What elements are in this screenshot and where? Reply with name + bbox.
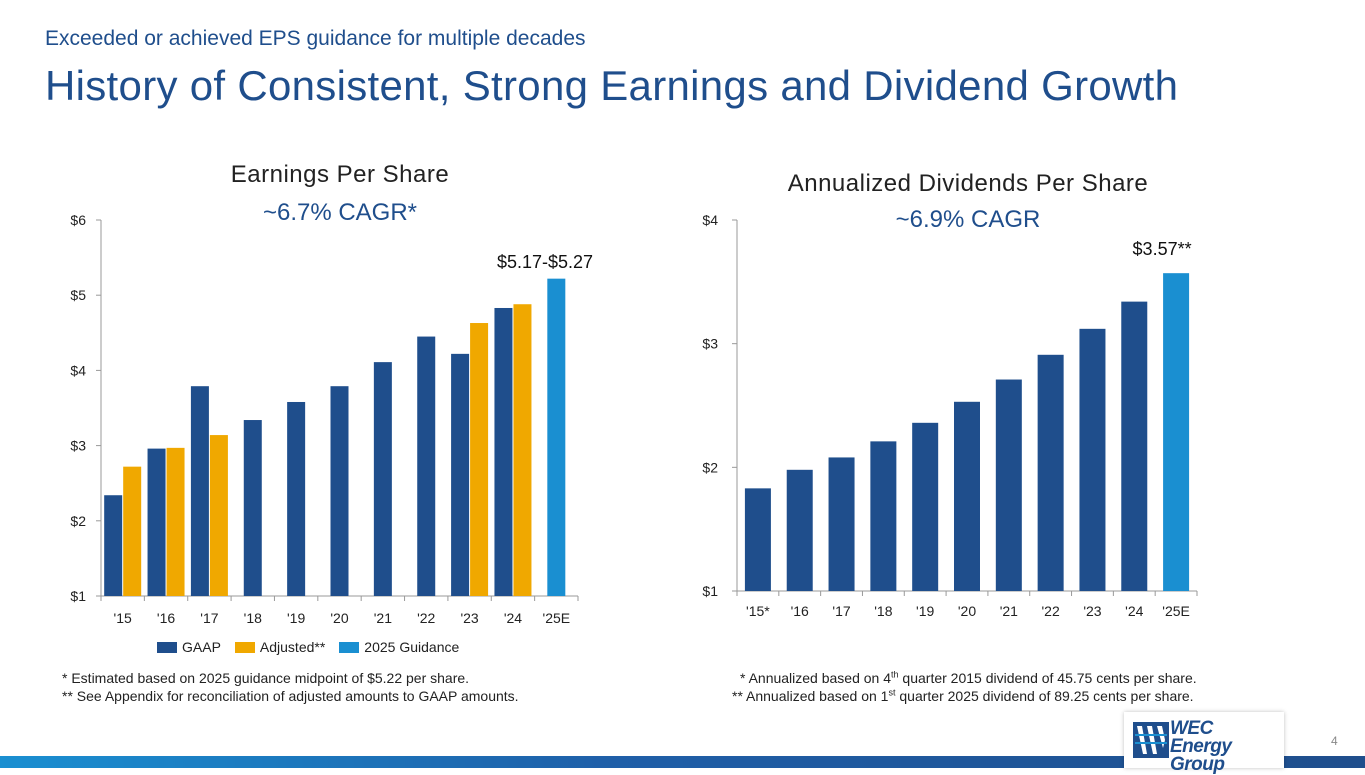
dividend-bar	[995, 379, 1022, 591]
eps-y-tick-label: $3	[70, 438, 86, 454]
dividend-bar	[912, 422, 939, 591]
eps-x-tick-label: '21	[374, 610, 392, 626]
eps-bar	[209, 435, 228, 596]
eps-guidance-annotation: $5.17-$5.27	[497, 252, 593, 272]
dividend-annotation: $3.57**	[1133, 239, 1192, 259]
dividend-bar	[1163, 273, 1190, 591]
eps-x-tick-label: '17	[200, 610, 218, 626]
dividend-x-tick-label: '16	[791, 603, 809, 619]
dividend-y-tick-label: $3	[702, 336, 718, 352]
eps-x-tick-label: '19	[287, 610, 305, 626]
eps-x-tick-label: '18	[244, 610, 262, 626]
eps-bar	[451, 353, 470, 596]
eps-cagr-label: ~6.7% CAGR*	[262, 199, 418, 226]
legend-item-guidance: 2025 Guidance	[339, 639, 459, 655]
dividend-bar	[870, 441, 897, 591]
eps-bar	[287, 401, 306, 596]
eps-bar	[330, 386, 349, 596]
eps-bar	[243, 420, 262, 596]
eps-bar	[147, 448, 166, 596]
eps-x-tick-label: '23	[460, 610, 478, 626]
dividend-bar	[1121, 301, 1148, 591]
dividend-bar	[1037, 354, 1064, 591]
dividend-x-tick-label: '18	[874, 603, 892, 619]
dividend-bar	[1079, 328, 1106, 591]
eps-y-tick-label: $2	[70, 513, 86, 529]
legend-label-adjusted: Adjusted**	[259, 639, 326, 655]
legend-item-adjusted: Adjusted**	[234, 639, 326, 655]
legend-label-gaap: GAAP	[182, 639, 221, 655]
eps-x-tick-label: '24	[504, 610, 522, 626]
eps-footnote-1: * Estimated based on 2025 guidance midpo…	[62, 670, 470, 686]
eps-chart-title: Earnings Per Share	[230, 161, 450, 188]
eps-bar	[104, 495, 123, 596]
page-number: 4	[1331, 734, 1338, 748]
dividend-footnote-2: ** Annualized based on 1st quarter 2025 …	[732, 687, 1194, 704]
dividend-y-tick-label: $1	[702, 583, 718, 599]
dividend-bar	[954, 401, 980, 591]
eps-y-tick-label: $5	[70, 287, 86, 303]
dividend-x-tick-label: '15*	[746, 603, 770, 619]
dividend-bar	[786, 469, 813, 591]
footer-bar	[0, 756, 1365, 768]
eps-y-tick-label: $6	[70, 212, 86, 228]
slide-subtitle: Exceeded or achieved EPS guidance for mu…	[45, 27, 586, 50]
dividend-x-tick-label: '20	[958, 603, 976, 619]
eps-y-tick-label: $4	[70, 362, 86, 378]
eps-x-tick-label: '20	[330, 610, 348, 626]
company-logo: WEC Energy Group	[1124, 712, 1284, 774]
dividend-x-tick-label: '17	[832, 603, 850, 619]
dividend-x-tick-label: '22	[1042, 603, 1060, 619]
logo-text: WEC Energy Group	[1170, 718, 1232, 775]
dividend-bar	[744, 488, 771, 591]
dividend-footnote-1: * Annualized based on 4th quarter 2015 d…	[740, 669, 1197, 686]
eps-x-tick-label: '25E	[543, 610, 571, 626]
eps-y-tick-label: $1	[70, 588, 86, 604]
wec-logo-icon	[1133, 722, 1169, 758]
eps-bar	[494, 307, 513, 596]
eps-footnote-2: ** See Appendix for reconciliation of ad…	[62, 688, 519, 704]
eps-bar	[513, 304, 532, 596]
dividend-chart-title: Annualized Dividends Per Share	[787, 170, 1149, 197]
eps-legend: GAAP Adjusted** 2025 Guidance	[157, 639, 459, 655]
dividend-x-tick-label: '21	[1000, 603, 1018, 619]
eps-x-tick-label: '22	[417, 610, 435, 626]
eps-bar	[123, 466, 142, 596]
dividend-x-tick-label: '25E	[1162, 603, 1190, 619]
eps-bar	[190, 386, 209, 596]
dividend-cagr-label: ~6.9% CAGR	[895, 206, 1041, 233]
slide-title: History of Consistent, Strong Earnings a…	[45, 62, 1179, 109]
eps-bar	[470, 323, 489, 596]
eps-bar	[547, 278, 566, 596]
dividend-x-tick-label: '19	[916, 603, 934, 619]
dividend-bar	[828, 457, 855, 591]
eps-bar	[417, 336, 436, 596]
dividend-y-tick-label: $2	[702, 459, 718, 475]
eps-x-tick-label: '15	[114, 610, 132, 626]
dividend-x-tick-label: '24	[1125, 603, 1143, 619]
eps-bar	[166, 447, 185, 596]
legend-label-guidance: 2025 Guidance	[364, 639, 460, 655]
eps-x-tick-label: '16	[157, 610, 175, 626]
dividend-y-tick-label: $4	[702, 212, 718, 228]
eps-bar	[373, 362, 392, 596]
dividend-x-tick-label: '23	[1083, 603, 1101, 619]
legend-item-gaap: GAAP	[157, 639, 221, 655]
